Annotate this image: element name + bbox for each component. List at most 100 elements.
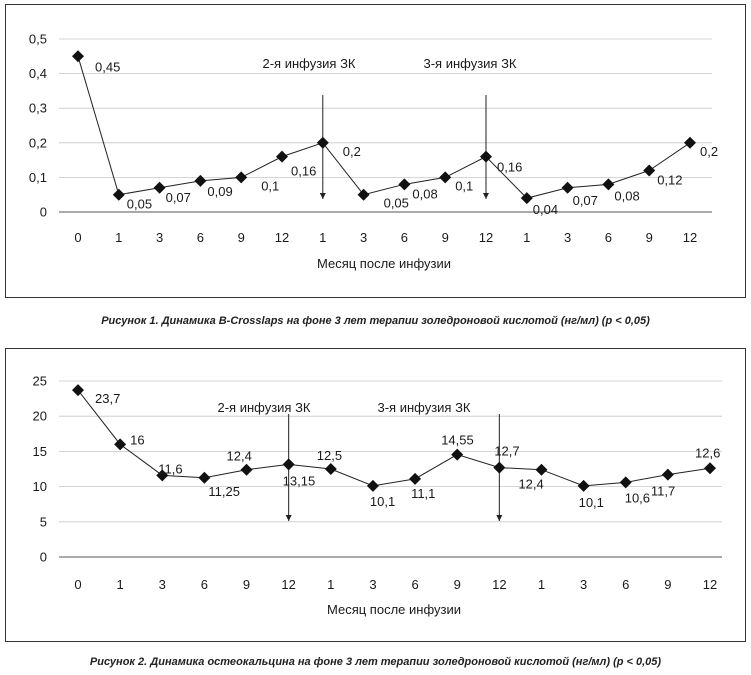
chart2-data-point-15 [704,462,716,475]
chart2-data-label-8: 11,1 [411,486,435,501]
chart2-ytick-label: 15 [33,444,47,459]
chart1-data-point-1 [112,188,125,201]
chart2-data-label-9: 14,55 [441,433,474,448]
chart1-x-axis-label: Месяц после инфузии [317,256,451,271]
chart1-data-label-5: 0,16 [291,164,316,179]
chart1-xtick-label: 0 [74,230,81,245]
chart1-data-label-15: 0,2 [700,144,718,159]
chart1-xtick-label: 3 [564,230,571,245]
chart2-data-label-4: 12,4 [227,449,252,464]
chart2-data-label-2: 11,6 [158,461,182,476]
chart1-infusion-label-2: 3-я инфузия ЗК [424,56,517,71]
chart1-data-point-3 [194,174,207,187]
chart1-data-point-7 [357,188,370,201]
chart2-data-point-5 [282,458,295,471]
chart2-series-line [77,389,711,487]
chart2-ytick-label: 10 [33,479,47,494]
chart2-data-label-11: 12,4 [518,477,543,492]
chart-1-frame: 0 0,1 0,2 0,3 0,4 0,5 0 1 3 6 9 12 1 3 6 9 12 1 3 6 9 12 Месяц… [5,4,746,298]
chart2-data-label-1: 16 [130,432,144,447]
chart1-xtick-label: 12 [479,230,493,245]
chart1-data-point-15 [684,136,696,149]
chart2-data-point-10 [493,461,506,474]
chart1-ytick-label: 0,1 [29,170,47,185]
chart-1-plot: 0 0,1 0,2 0,3 0,4 0,5 0 1 3 6 9 12 1 3 6 9 12 1 3 6 9 12 Месяц… [29,32,718,272]
chart2-data-label-0: 23,7 [95,391,120,406]
chart2-data-label-10: 12,7 [494,444,519,459]
chart1-xtick-label: 9 [646,230,653,245]
chart2-xtick-label: 1 [327,577,334,592]
chart1-data-label-14: 0,12 [657,172,682,187]
chart2-data-label-15: 12,6 [695,445,720,460]
chart1-data-label-1: 0,05 [127,197,152,212]
chart2-data-point-1 [114,438,127,451]
chart2-data-point-8 [409,472,422,485]
chart2-data-point-13 [619,476,632,489]
chart2-data-point-6 [324,463,337,475]
chart1-xtick-label: 12 [275,230,289,245]
chart2-ytick-label: 20 [33,409,47,424]
chart2-xtick-label: 6 [411,577,418,592]
chart2-xtick-label: 12 [281,577,295,592]
chart2-xtick-label: 3 [159,577,166,592]
chart1-data-label-7: 0,05 [384,196,409,211]
chart1-data-label-3: 0,09 [207,184,232,199]
chart1-data-label-11: 0,04 [533,202,558,217]
chart1-xtick-label: 9 [238,230,245,245]
chart1-data-label-0: 0,45 [95,59,120,74]
chart1-data-point-6 [316,136,329,149]
chart2-xtick-label: 12 [492,577,506,592]
chart2-xtick-label: 9 [664,577,671,592]
chart1-data-label-13: 0,08 [614,188,639,203]
chart1-ytick-label: 0,4 [29,66,47,81]
chart1-ytick-label: 0,5 [29,32,47,47]
chart2-data-point-9 [451,448,464,461]
chart1-data-label-12: 0,07 [573,193,598,208]
chart2-data-point-3 [198,471,211,484]
chart1-data-label-6: 0,2 [343,144,361,159]
chart2-data-label-3: 11,25 [208,484,240,499]
chart2-data-point-2 [156,469,169,482]
chart2-infusion-label-1: 2-я инфузия ЗК [218,400,311,415]
chart2-xtick-label: 9 [454,577,461,592]
chart-1-caption: Рисунок 1. Динамика B-Crosslaps на фоне … [101,315,650,327]
chart2-xtick-label: 12 [703,577,717,592]
chart1-xtick-label: 9 [442,230,449,245]
chart1-ytick-label: 0 [40,205,47,220]
chart1-xtick-label: 1 [523,230,530,245]
chart1-data-point-0 [72,50,84,63]
chart2-data-label-14: 11,7 [651,484,675,499]
chart1-series-line [77,56,691,199]
chart1-xtick-label: 1 [319,230,326,245]
chart1-data-point-8 [398,178,411,191]
chart2-xtick-label: 3 [580,577,587,592]
chart1-data-label-2: 0,07 [166,190,191,205]
chart-2-frame: 0 5 10 15 20 25 0 1 3 6 9 12 1 3 6 9 12 1 3 6 9 12 Месяц после… [5,348,746,642]
chart2-xtick-label: 1 [117,577,124,592]
chart1-data-point-5 [276,150,288,163]
chart-2-caption: Рисунок 2. Динамика остеокальцина на фон… [89,656,662,668]
chart1-xtick-label: 6 [605,230,612,245]
chart1-data-label-9: 0,1 [455,178,473,193]
chart1-data-point-10 [480,150,492,163]
chart2-infusion-label-2: 3-я инфузия ЗК [378,400,471,415]
chart2-xtick-label: 0 [74,577,81,592]
chart2-data-point-7 [366,479,379,492]
chart2-data-label-6: 12,5 [317,448,342,463]
chart2-data-point-11 [535,463,548,476]
chart1-data-point-9 [439,171,452,184]
chart1-data-point-11 [520,192,533,205]
chart1-data-label-10: 0,16 [497,160,522,175]
chart-2-plot: 0 5 10 15 20 25 0 1 3 6 9 12 1 3 6 9 12 1 3 6 9 12 Месяц после… [33,374,722,617]
chart2-xtick-label: 1 [538,577,545,592]
chart2-xtick-label: 6 [201,577,208,592]
chart1-xtick-label: 1 [115,230,122,245]
chart2-data-point-0 [72,384,84,397]
chart2-x-axis-label: Месяц после инфузии [327,602,461,617]
chart1-xtick-label: 3 [156,230,163,245]
chart2-ytick-label: 0 [40,550,47,565]
chart1-data-point-14 [643,164,656,177]
chart2-data-label-5: 13,15 [283,473,316,488]
chart2-ytick-label: 5 [40,514,47,529]
chart2-data-label-7: 10,1 [370,494,395,509]
